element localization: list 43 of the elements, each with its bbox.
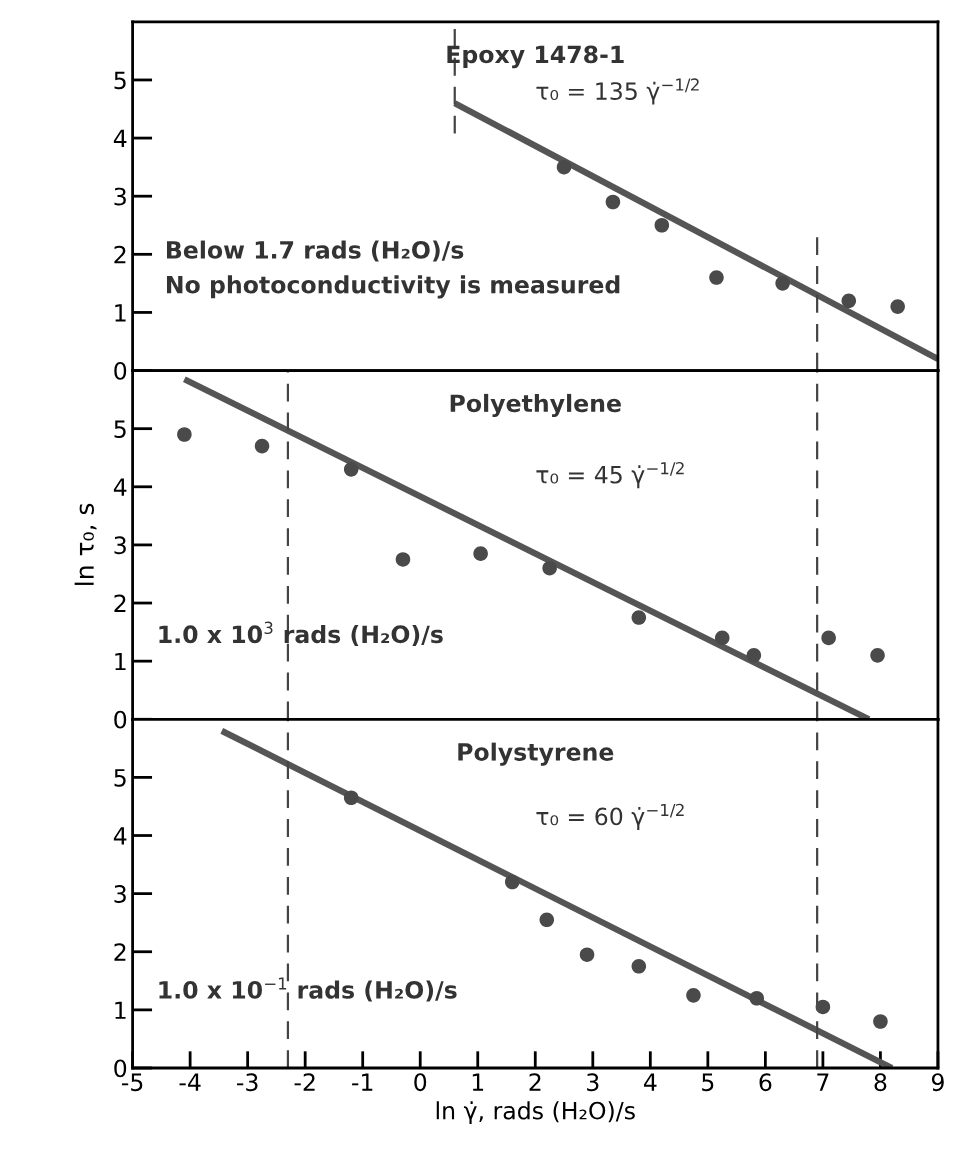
annotation: 1.0 x 10$^{−1}$ rads (H₂O)/s: [159, 977, 457, 1002]
y-tick-label: 1: [115, 652, 126, 671]
text: Polystyrene: [458, 742, 614, 766]
annotation: Below 1.7 rads (H₂O)/s: [166, 240, 464, 262]
y-tick-label: 2: [114, 943, 126, 961]
x-tick-label: 0: [414, 1073, 427, 1092]
annotation: No photoconductivity is measured: [166, 275, 620, 299]
annotation: τ₀ = 60 γ̇$^{−1/2}$: [536, 803, 684, 830]
y-tick-label: 4: [113, 129, 127, 148]
x-tick-label: 8: [874, 1073, 887, 1092]
text: Polyethylene: [450, 393, 621, 417]
x-tick-label: -2: [294, 1073, 315, 1091]
x-tick-label: 1: [472, 1073, 484, 1091]
y-axis-title: ln τ₀, s: [74, 503, 97, 585]
y-tick-label: 3: [114, 536, 126, 555]
y-tick-label: 5: [114, 71, 126, 90]
y-tick-label: 3: [114, 885, 126, 903]
y-tick-label: 4: [113, 827, 127, 845]
x-tick-label: 3: [587, 1073, 599, 1092]
annotation: τ₀ = 45 γ̇$^{−1/2}$: [536, 461, 684, 489]
y-tick-label: 2: [114, 245, 126, 264]
y-tick-label: 0: [114, 710, 127, 729]
y-tick-label: 2: [114, 594, 126, 612]
x-tick-label: 6: [759, 1073, 772, 1092]
x-tick-label: 4: [643, 1073, 657, 1091]
x-tick-label: 7: [817, 1073, 829, 1091]
x-tick-label: 9: [931, 1073, 944, 1092]
y-tick-label: 4: [113, 478, 127, 496]
annotation: τ₀ = 135 γ̇$^{−1/2}$: [536, 78, 699, 105]
x-tick-label: 2: [529, 1073, 541, 1091]
x-tick-label: 5: [702, 1073, 714, 1092]
y-tick-label: 3: [114, 187, 126, 206]
y-tick-label: 5: [114, 769, 126, 787]
y-tick-label: 1: [115, 1001, 126, 1019]
x-tick-label: -1: [352, 1073, 373, 1091]
x-axis-title: ln γ̇, rads (H₂O)/s: [436, 1101, 635, 1125]
x-tick-label: -4: [179, 1073, 201, 1091]
x-tick-label: -3: [237, 1073, 258, 1092]
y-tick-label: 5: [114, 420, 126, 438]
y-tick-label: 0: [114, 362, 127, 380]
y-tick-label: 1: [115, 304, 126, 322]
annotation: 1.0 x 10$^{3}$ rads (H₂O)/s: [159, 621, 443, 646]
text: Epoxy 1478-1: [447, 45, 624, 69]
